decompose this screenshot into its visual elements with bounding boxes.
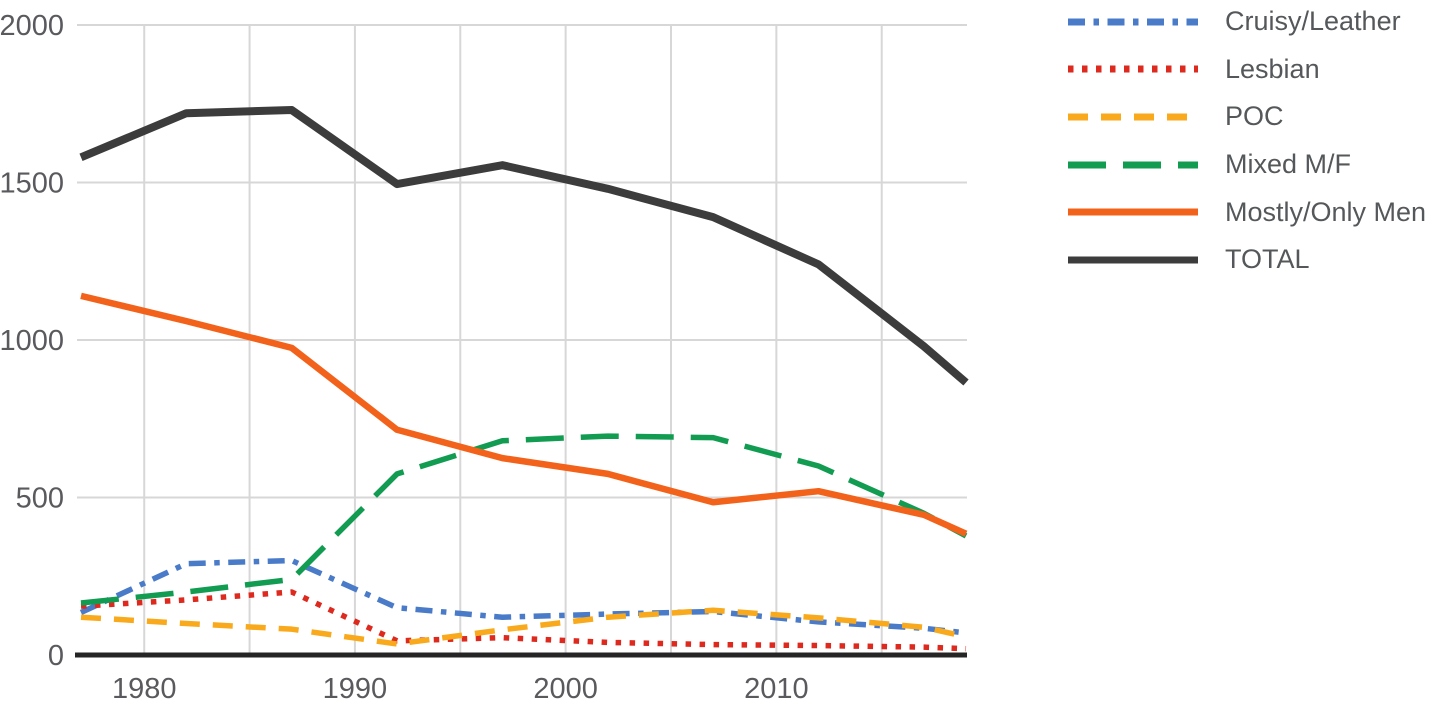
y-tick-label: 1000 [0,325,64,357]
series-line-mixed-m-f [80,433,968,606]
series-line-mostly-only-men [80,292,968,537]
legend-label: Mixed M/F [1225,149,1352,180]
x-tick-label: 1990 [323,673,388,702]
legend-item-mixed-mf: Mixed M/F [1068,141,1426,189]
x-tick-label: 1980 [112,673,177,702]
x-tick-label: 2010 [744,673,809,702]
legend-label: Cruisy/Leather [1225,6,1401,37]
chart-legend: Cruisy/Leather Lesbian POC Mixed M/F Mos… [1068,0,1426,284]
y-tick-label: 2000 [0,10,64,42]
y-tick-label: 1500 [0,168,64,200]
legend-line-sample-poc-icon [1068,113,1198,121]
legend-line-sample-mixed-mf-icon [1068,161,1198,169]
y-tick-label: 500 [16,483,64,515]
legend-item-mostly-only-men: Mostly/Only Men [1068,188,1426,236]
legend-item-cruisy-leather: Cruisy/Leather [1068,0,1426,46]
series-line-poc [80,607,967,647]
legend-label: Lesbian [1225,53,1320,84]
x-tick-label: 2000 [533,673,598,702]
legend-label: TOTAL [1225,244,1310,275]
legend-line-sample-lesbian-icon [1068,65,1198,73]
legend-label: POC [1225,101,1284,132]
legend-item-total: TOTAL [1068,236,1426,284]
legend-label: Mostly/Only Men [1225,196,1427,227]
legend-item-poc: POC [1068,93,1426,141]
series-line-lesbian [80,589,967,652]
series-line-cruisy-leather [79,557,967,636]
legend-line-sample-mostly-only-men-icon [1068,208,1198,216]
series-line-total [79,106,969,386]
legend-line-sample-cruisy-leather-icon [1068,18,1198,26]
legend-line-sample-total-icon [1068,256,1198,264]
y-tick-label: 0 [48,640,64,672]
legend-item-lesbian: Lesbian [1068,46,1426,94]
